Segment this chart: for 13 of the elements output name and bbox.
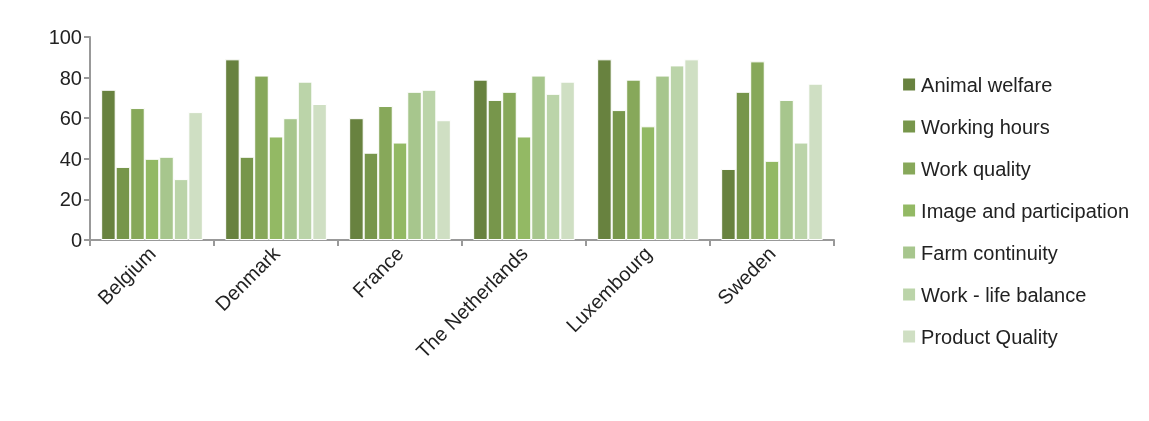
y-tick-label: 80 xyxy=(59,66,82,89)
legend-label: Product Quality xyxy=(921,325,1058,348)
y-tick-label: 40 xyxy=(59,147,82,170)
legend-label: Animal welfare xyxy=(921,73,1053,96)
y-tick-label: 100 xyxy=(48,26,82,48)
legend-label: Farm continuity xyxy=(921,241,1058,264)
legend-label: Work - life balance xyxy=(921,283,1087,306)
y-tick-label: 20 xyxy=(59,188,82,211)
legend-label: Image and participation xyxy=(921,199,1130,222)
legend-label: Working hours xyxy=(921,115,1050,138)
legend-label: Work quality xyxy=(921,157,1031,180)
y-tick-label: 0 xyxy=(70,229,82,251)
y-tick-label: 60 xyxy=(59,107,82,130)
